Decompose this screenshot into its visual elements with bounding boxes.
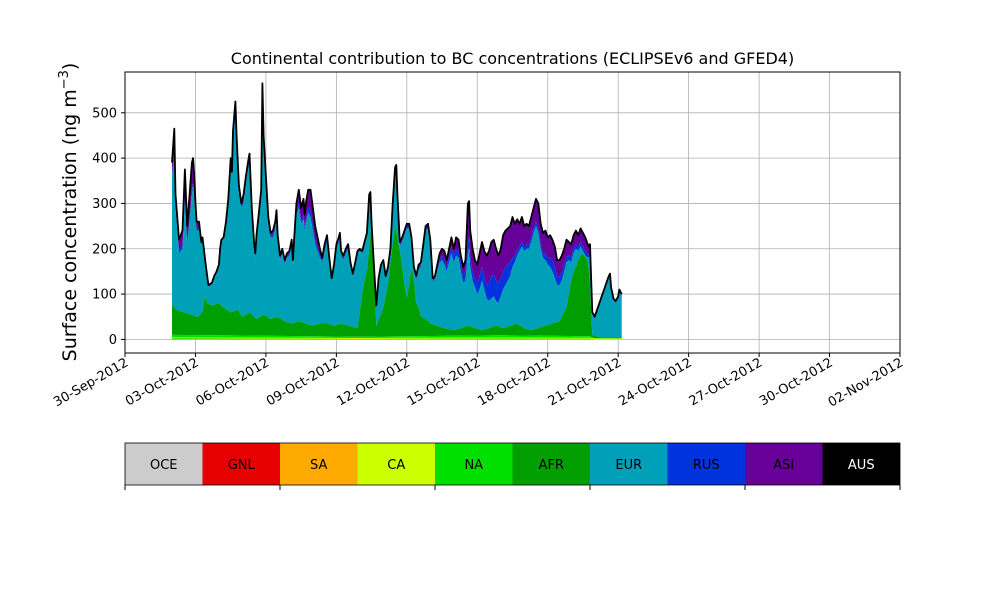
y-tick-label: 300: [92, 197, 117, 212]
legend-swatch-aus: [822, 443, 900, 485]
legend-swatch-gnl: [202, 443, 280, 485]
y-axis-label-superscript: −3: [57, 70, 72, 89]
legend-label-sa: SA: [310, 458, 327, 473]
legend-label-ca: CA: [387, 458, 405, 473]
legend-label-aus: AUS: [848, 458, 875, 473]
y-tick-label: 0: [109, 333, 117, 348]
legend-swatch-sa: [280, 443, 358, 485]
legend-frame: [124, 442, 901, 486]
y-tick-label: 400: [92, 152, 117, 167]
legend-swatch-asi: [745, 443, 823, 485]
area-eur: [172, 108, 622, 338]
legend-swatch-ca: [357, 443, 435, 485]
area-ca: [171, 337, 622, 340]
legend-colorbar: OCE GNL SA CA NA AFR EUR RUS ASI AUS: [124, 442, 901, 490]
y-tick-label: 500: [92, 106, 117, 121]
total-line: [171, 82, 623, 318]
legend-label-eur: EUR: [615, 458, 642, 473]
legend-label-oce: OCE: [150, 458, 178, 473]
y-axis-label-close: ): [59, 63, 81, 70]
legend-label-na: NA: [464, 458, 483, 473]
legend-swatch-afr: [512, 443, 590, 485]
y-tick-label: 200: [92, 242, 117, 257]
area-afr: [172, 221, 622, 338]
legend-swatch-rus: [667, 443, 745, 485]
legend-label-afr: AFR: [539, 458, 564, 473]
legend-swatch-eur: [590, 443, 668, 485]
legend-label-asi: ASI: [773, 458, 794, 473]
legend-swatch-oce: [125, 443, 203, 485]
area-series-group: [171, 82, 623, 340]
chart-title: Continental contribution to BC concentra…: [231, 49, 794, 68]
legend-swatch-na: [435, 443, 513, 485]
legend-label-rus: RUS: [693, 458, 720, 473]
legend-label-gnl: GNL: [228, 458, 256, 473]
y-tick-label: 100: [92, 288, 117, 303]
plot-frame: [124, 71, 901, 354]
y-axis-label: Surface concentration (ng m−3): [57, 63, 81, 362]
y-axis-label-text: Surface concentration (ng m: [59, 89, 81, 361]
area-rus: [172, 103, 622, 319]
